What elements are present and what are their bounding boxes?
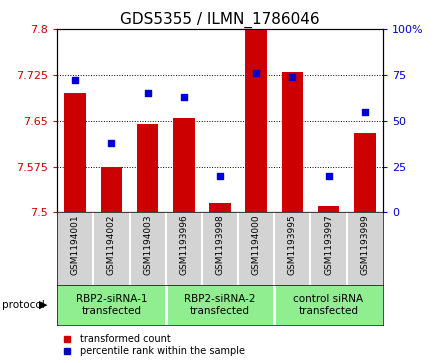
Text: GSM1193998: GSM1193998 <box>216 215 224 275</box>
Point <box>72 77 79 83</box>
Bar <box>246 29 267 212</box>
Text: GSM1193995: GSM1193995 <box>288 215 297 275</box>
Text: control siRNA
transfected: control siRNA transfected <box>293 294 363 316</box>
Point <box>253 70 260 76</box>
Text: GSM1194003: GSM1194003 <box>143 215 152 275</box>
Text: RBP2-siRNA-2
transfected: RBP2-siRNA-2 transfected <box>184 294 256 316</box>
Point <box>361 109 368 114</box>
Point <box>180 94 187 100</box>
Bar <box>173 118 194 212</box>
Point <box>108 140 115 146</box>
Bar <box>137 124 158 212</box>
Text: GSM1193999: GSM1193999 <box>360 215 369 275</box>
Bar <box>318 206 339 212</box>
Text: RBP2-siRNA-1
transfected: RBP2-siRNA-1 transfected <box>76 294 147 316</box>
Text: GSM1193997: GSM1193997 <box>324 215 333 275</box>
Text: GSM1194000: GSM1194000 <box>252 215 260 275</box>
Text: GSM1194002: GSM1194002 <box>107 215 116 275</box>
Text: ▶: ▶ <box>39 300 47 310</box>
Bar <box>101 167 122 212</box>
Point <box>325 173 332 179</box>
Title: GDS5355 / ILMN_1786046: GDS5355 / ILMN_1786046 <box>120 12 320 28</box>
Text: GSM1193996: GSM1193996 <box>180 215 188 275</box>
Bar <box>209 203 231 212</box>
Point <box>216 173 224 179</box>
Bar <box>282 72 303 212</box>
Text: GSM1194001: GSM1194001 <box>71 215 80 275</box>
Point <box>289 74 296 79</box>
Legend: transformed count, percentile rank within the sample: transformed count, percentile rank withi… <box>58 334 245 356</box>
Bar <box>354 133 376 212</box>
Point <box>144 90 151 96</box>
Bar <box>64 93 86 212</box>
Text: protocol: protocol <box>2 300 45 310</box>
